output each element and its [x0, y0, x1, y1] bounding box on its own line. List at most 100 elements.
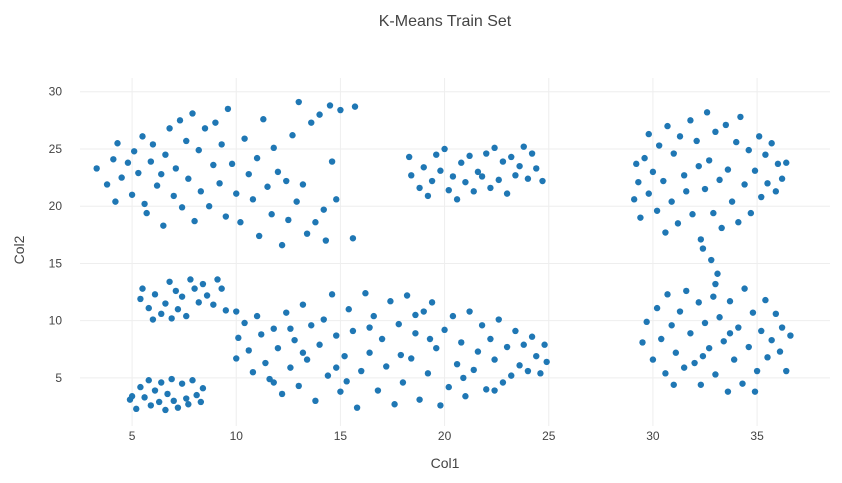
scatter-point[interactable] — [93, 165, 100, 172]
scatter-point[interactable] — [716, 176, 723, 184]
scatter-point[interactable] — [308, 322, 315, 329]
scatter-point[interactable] — [424, 370, 432, 377]
scatter-point[interactable] — [712, 280, 719, 288]
scatter-point[interactable] — [160, 222, 167, 229]
scatter-point[interactable] — [701, 319, 709, 327]
scatter-point[interactable] — [699, 245, 707, 252]
scatter-point[interactable] — [162, 300, 169, 307]
scatter-point[interactable] — [747, 209, 755, 217]
scatter-point[interactable] — [718, 224, 725, 232]
scatter-point[interactable] — [351, 103, 359, 110]
scatter-point[interactable] — [714, 270, 721, 277]
scatter-point[interactable] — [660, 177, 667, 185]
scatter-point[interactable] — [212, 119, 219, 126]
scatter-point[interactable] — [428, 177, 436, 185]
scatter-point[interactable] — [283, 177, 290, 185]
scatter-point[interactable] — [199, 280, 207, 288]
scatter-point[interactable] — [170, 397, 177, 405]
scatter-point[interactable] — [303, 356, 311, 363]
scatter-point[interactable] — [499, 158, 507, 165]
scatter-point[interactable] — [668, 322, 675, 329]
scatter-point[interactable] — [460, 374, 467, 382]
scatter-point[interactable] — [195, 146, 202, 154]
scatter-point[interactable] — [664, 122, 671, 130]
scatter-point[interactable] — [778, 175, 786, 182]
scatter-point[interactable] — [253, 312, 261, 320]
scatter-point[interactable] — [137, 295, 144, 303]
scatter-point[interactable] — [726, 298, 734, 305]
scatter-point[interactable] — [135, 169, 142, 177]
scatter-point[interactable] — [705, 157, 713, 164]
scatter-point[interactable] — [458, 339, 465, 346]
scatter-point[interactable] — [649, 356, 657, 363]
scatter-point[interactable] — [649, 168, 657, 176]
scatter-point[interactable] — [303, 230, 311, 237]
scatter-point[interactable] — [337, 106, 344, 114]
scatter-point[interactable] — [139, 285, 146, 292]
scatter-point[interactable] — [739, 380, 746, 387]
scatter-point[interactable] — [412, 311, 419, 319]
scatter-point[interactable] — [741, 285, 748, 292]
scatter-point[interactable] — [195, 299, 202, 306]
scatter-point[interactable] — [453, 360, 461, 368]
scatter-point[interactable] — [258, 331, 265, 338]
scatter-point[interactable] — [137, 383, 144, 391]
scatter-point[interactable] — [776, 348, 784, 355]
scatter-point[interactable] — [764, 180, 771, 187]
scatter-point[interactable] — [762, 296, 769, 304]
scatter-point[interactable] — [408, 172, 415, 179]
scatter-point[interactable] — [637, 214, 644, 221]
scatter-point[interactable] — [185, 175, 192, 182]
scatter-point[interactable] — [753, 367, 761, 375]
scatter-point[interactable] — [462, 178, 469, 186]
scatter-point[interactable] — [733, 138, 740, 146]
scatter-point[interactable] — [741, 181, 748, 188]
scatter-point[interactable] — [210, 301, 217, 308]
scatter-point[interactable] — [774, 160, 782, 168]
scatter-point[interactable] — [691, 359, 698, 367]
scatter-point[interactable] — [758, 327, 765, 335]
scatter-point[interactable] — [274, 344, 282, 352]
scatter-point[interactable] — [191, 217, 198, 225]
scatter-point[interactable] — [412, 330, 419, 337]
scatter-point[interactable] — [262, 359, 269, 367]
scatter-point[interactable] — [260, 116, 267, 123]
scatter-point[interactable] — [710, 209, 717, 217]
scatter-point[interactable] — [193, 391, 200, 399]
scatter-point[interactable] — [683, 188, 690, 195]
scatter-point[interactable] — [449, 173, 457, 180]
scatter-point[interactable] — [528, 333, 536, 340]
scatter-point[interactable] — [755, 133, 763, 140]
scatter-point[interactable] — [749, 309, 757, 316]
scatter-point[interactable] — [166, 278, 173, 285]
scatter-point[interactable] — [366, 349, 373, 356]
scatter-point[interactable] — [420, 308, 427, 315]
scatter-point[interactable] — [187, 276, 194, 283]
scatter-point[interactable] — [397, 351, 405, 359]
scatter-point[interactable] — [112, 198, 119, 205]
scatter-point[interactable] — [658, 335, 665, 343]
scatter-point[interactable] — [233, 308, 240, 315]
scatter-point[interactable] — [366, 324, 373, 331]
scatter-point[interactable] — [214, 276, 221, 283]
scatter-point[interactable] — [164, 390, 171, 398]
scatter-point[interactable] — [745, 343, 752, 351]
scatter-point[interactable] — [483, 386, 490, 393]
scatter-point[interactable] — [228, 160, 236, 168]
scatter-point[interactable] — [470, 366, 477, 374]
scatter-point[interactable] — [333, 332, 340, 339]
scatter-point[interactable] — [687, 330, 694, 337]
scatter-point[interactable] — [278, 241, 286, 249]
scatter-point[interactable] — [512, 327, 519, 335]
scatter-point[interactable] — [222, 213, 230, 220]
scatter-point[interactable] — [676, 133, 684, 140]
scatter-point[interactable] — [520, 341, 527, 348]
scatter-point[interactable] — [118, 174, 125, 181]
scatter-point[interactable] — [495, 316, 502, 323]
scatter-point[interactable] — [343, 378, 350, 385]
scatter-point[interactable] — [672, 349, 680, 356]
scatter-point[interactable] — [218, 285, 225, 292]
scatter-point[interactable] — [630, 196, 638, 203]
scatter-point[interactable] — [162, 406, 169, 414]
scatter-point[interactable] — [664, 291, 671, 298]
